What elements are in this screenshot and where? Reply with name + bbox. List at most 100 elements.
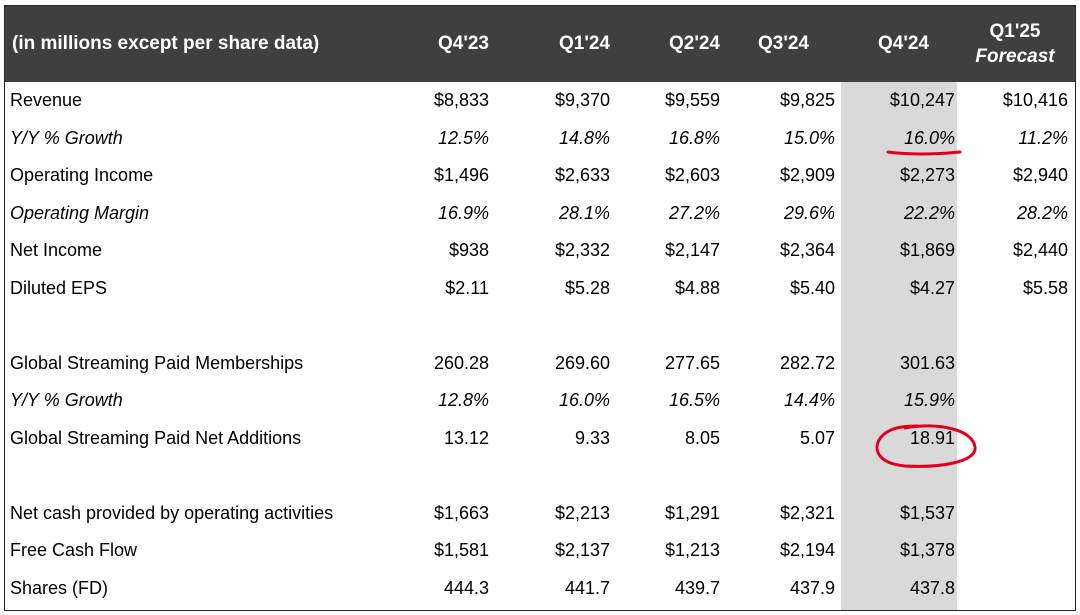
header-col-q2-24: Q2'24 [669,33,720,54]
cell-q2-24: 8.05 [684,427,720,448]
cell-q1-24: $2,213 [554,502,610,523]
row-label: Y/Y % Growth [10,390,123,411]
cell-q3-24: 14.4% [783,390,835,411]
cell-q4-23: 16.9% [437,202,489,223]
cell-q1-24: $2,137 [554,540,610,561]
cell-q2-24: $1,291 [664,502,720,523]
cell-q4-24: $4.27 [909,277,955,298]
cell-q2-24: 27.2% [668,202,720,223]
cell-q1-24: $9,370 [554,90,610,111]
header-col-forecast: Q1'25 Forecast [960,6,1070,82]
cell-q4-24: 22.2% [903,202,955,223]
cell-q4-23: $8,833 [433,90,489,111]
cell-q4-24: 15.9% [903,390,955,411]
cell-q1-24: $2,332 [554,240,610,261]
cell-q1-24: 269.60 [554,352,610,373]
cell-q4-24: $10,247 [889,90,955,111]
cell-q1-25-forecast: 28.2% [1016,202,1068,223]
header-col-q3-24: Q3'24 [758,33,809,54]
cell-q3-24: 29.6% [783,202,835,223]
row-label: Operating Margin [10,202,150,223]
cell-q4-23: $1,581 [433,540,489,561]
cell-q3-24: 437.9 [789,577,835,598]
row-label: Global Streaming Paid Memberships [10,352,304,373]
cell-q2-24: $4.88 [674,277,720,298]
row-label: Shares (FD) [10,577,109,598]
header-col-q4-24: Q4'24 [878,33,929,54]
cell-q3-24: 282.72 [779,352,835,373]
table-row: Revenue $8,833 $9,370 $9,559 $9,825 $10,247 $1… [5,82,1075,120]
table-row: Net Income $938 $2,332 $2,147 $2,364 $1,869 $2… [5,232,1075,270]
cell-q4-23: 12.5% [437,127,489,148]
cell-q4-23: $1,663 [433,502,489,523]
cell-q1-24: 28.1% [558,202,610,223]
cell-q1-24: 14.8% [558,127,610,148]
row-label: Y/Y % Growth [10,127,123,148]
cell-q1-24: $5.28 [564,277,610,298]
cell-q2-24: 16.5% [668,390,720,411]
cell-q1-24: 16.0% [558,390,610,411]
table-row: Net cash provided by operating activitie… [5,495,1075,533]
table-row: Operating Margin 16.9% 28.1% 27.2% 29.6% 22.2… [5,195,1075,233]
cell-q3-24: $2,321 [779,502,835,523]
financial-summary-table: (in millions except per share data) Q4'2… [4,5,1076,611]
cell-q3-24: 15.0% [783,127,835,148]
cell-q1-24: 441.7 [564,577,610,598]
cell-q3-24: $2,194 [779,540,835,561]
cell-q4-24: $2,273 [899,165,955,186]
table-header: (in millions except per share data) Q4'2… [5,6,1075,82]
cell-q3-24: $9,825 [779,90,835,111]
cell-q3-24: $2,364 [779,240,835,261]
row-label: Operating Income [10,165,154,186]
cell-q4-23: $938 [448,240,489,261]
cell-q1-25-forecast: $10,416 [1002,90,1068,111]
table-row: Global Streaming Paid Memberships 260.28 2… [5,345,1075,383]
cell-q3-24: 5.07 [799,427,835,448]
table-row: Operating Income $1,496 $2,633 $2,603 $2,909… [5,157,1075,195]
cell-q4-23: 444.3 [443,577,489,598]
cell-q4-24: 437.8 [909,577,955,598]
cell-q2-24: 439.7 [674,577,720,598]
cell-q4-23: 260.28 [433,352,489,373]
cell-q1-25-forecast: $2,940 [1012,165,1068,186]
table-row: Global Streaming Paid Net Additions 13.12… [5,420,1075,458]
cell-q4-24: $1,537 [899,502,955,523]
cell-q1-25-forecast: $2,440 [1012,240,1068,261]
row-label: Net Income [10,240,103,261]
table-row: Shares (FD) 444.3 441.7 439.7 437.9 437.8 [5,570,1075,608]
cell-q4-24: 16.0% [903,127,955,148]
row-label: Global Streaming Paid Net Additions [10,427,302,448]
header-col-q4-23: Q4'23 [438,33,489,54]
cell-q4-23: $2.11 [445,277,489,298]
cell-q4-23: 12.8% [437,390,489,411]
cell-q4-24: 301.63 [899,352,955,373]
header-forecast-period: Q1'25 [989,21,1041,42]
cell-q2-24: $9,559 [664,90,720,111]
cell-q1-24: $2,633 [554,165,610,186]
cell-q4-24: $1,378 [899,540,955,561]
cell-q1-25-forecast: $5.58 [1022,277,1068,298]
cell-q2-24: 277.65 [664,352,720,373]
cell-q4-23: 13.12 [443,427,489,448]
header-col-q1-24: Q1'24 [559,33,610,54]
cell-q2-24: $2,147 [664,240,720,261]
row-label: Free Cash Flow [10,540,138,561]
q4-24-highlight-column [841,82,957,610]
table-row: Free Cash Flow $1,581 $2,137 $1,213 $2,194 $1… [5,532,1075,570]
cell-q3-24: $5.40 [789,277,835,298]
cell-q2-24: 16.8% [668,127,720,148]
row-label: Revenue [10,90,83,111]
cell-q1-25-forecast: 11.2% [1018,127,1068,148]
cell-q2-24: $2,603 [664,165,720,186]
cell-q2-24: $1,213 [664,540,720,561]
table-row: Diluted EPS $2.11 $5.28 $4.88 $5.40 $4.27 $5.5… [5,270,1075,308]
table-row: Y/Y % Growth 12.8% 16.0% 16.5% 14.4% 15.9% [5,382,1075,420]
row-label: Diluted EPS [10,277,108,298]
cell-q3-24: $2,909 [779,165,835,186]
cell-q4-24: 18.91 [909,427,955,448]
table-row [5,307,1075,345]
cell-q4-23: $1,496 [433,165,489,186]
cell-q1-24: 9.33 [574,427,610,448]
table-row: Y/Y % Growth 12.5% 14.8% 16.8% 15.0% 16.0% 11.… [5,120,1075,158]
table-row [5,457,1075,495]
